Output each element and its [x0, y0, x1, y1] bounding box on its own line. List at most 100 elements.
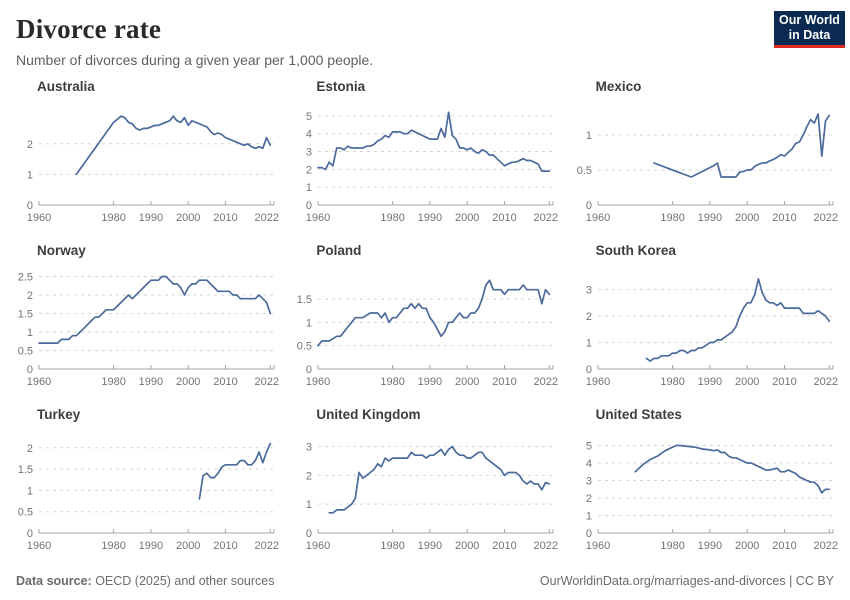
svg-text:2022: 2022: [534, 540, 558, 552]
svg-text:1: 1: [306, 317, 312, 329]
svg-text:2010: 2010: [493, 376, 517, 388]
footer: Data source: OECD (2025) and other sourc…: [16, 574, 834, 588]
svg-text:2010: 2010: [493, 540, 517, 552]
chart-title: Australia: [37, 79, 95, 94]
svg-text:4: 4: [586, 458, 592, 470]
data-line-norway: [38, 275, 272, 344]
chart-panel-mexico: Mexico 0 0.5 1 1960 1980 1990 2000 2010 2022: [563, 79, 842, 228]
svg-text:1: 1: [586, 511, 592, 523]
svg-text:1990: 1990: [418, 212, 442, 224]
chart-svg-turkey: 0 0.5 1 1.5 2 1960 1980 1990 2000 2010 2022: [18, 442, 279, 552]
svg-text:2022: 2022: [255, 212, 279, 224]
svg-text:2: 2: [306, 164, 312, 176]
svg-text:2010: 2010: [213, 212, 237, 224]
svg-text:0.5: 0.5: [18, 346, 33, 358]
svg-text:3: 3: [586, 285, 592, 297]
svg-text:1.5: 1.5: [18, 309, 33, 321]
svg-text:1980: 1980: [381, 540, 405, 552]
svg-text:2000: 2000: [735, 212, 759, 224]
chart-title: Poland: [316, 243, 362, 258]
svg-text:2010: 2010: [213, 376, 237, 388]
svg-text:2: 2: [27, 139, 33, 151]
chart-title: United States: [595, 407, 682, 422]
svg-text:2022: 2022: [813, 212, 837, 224]
chart-panel-united-kingdom: United Kingdom 0 1 2 3 1960 1980 1990 2000 2010 20…: [283, 407, 562, 556]
svg-text:1: 1: [27, 485, 33, 497]
svg-text:2010: 2010: [213, 540, 237, 552]
chart-title: United Kingdom: [316, 407, 421, 422]
chart-svg-united-kingdom: 0 1 2 3 1960 1980 1990 2000 2010 2022: [306, 442, 558, 552]
svg-text:1990: 1990: [697, 212, 721, 224]
chart-panel-australia: Australia 0 1 2 1960 1980 1990 2000 2010 2022: [4, 79, 283, 228]
svg-text:1: 1: [586, 338, 592, 350]
svg-text:2000: 2000: [176, 376, 200, 388]
svg-text:3: 3: [586, 476, 592, 488]
svg-text:0: 0: [306, 364, 312, 376]
header: Divorce rate Number of divorces during a…: [0, 0, 850, 68]
svg-text:2.5: 2.5: [18, 272, 33, 284]
svg-text:2000: 2000: [455, 212, 479, 224]
svg-text:1960: 1960: [585, 212, 609, 224]
svg-text:0.5: 0.5: [297, 341, 312, 353]
svg-text:1.5: 1.5: [18, 464, 33, 476]
svg-text:2022: 2022: [813, 540, 837, 552]
svg-text:1.5: 1.5: [297, 294, 312, 306]
svg-text:1980: 1980: [381, 376, 405, 388]
svg-text:2022: 2022: [534, 212, 558, 224]
svg-text:1990: 1990: [139, 376, 163, 388]
svg-text:1960: 1960: [585, 540, 609, 552]
svg-text:5: 5: [586, 441, 592, 453]
svg-text:3: 3: [306, 442, 312, 454]
data-line-turkey: [198, 442, 272, 500]
svg-text:0: 0: [27, 528, 33, 540]
svg-text:2022: 2022: [255, 540, 279, 552]
data-line-south-korea: [645, 278, 830, 362]
svg-text:0.5: 0.5: [18, 507, 33, 519]
chart-title: Estonia: [316, 79, 366, 94]
chart-title: Mexico: [595, 79, 642, 94]
owid-url-link[interactable]: OurWorldinData.org/marriages-and-divorce…: [539, 574, 834, 588]
svg-text:2000: 2000: [176, 540, 200, 552]
svg-text:0.5: 0.5: [576, 165, 591, 177]
data-line-united-states: [634, 444, 830, 494]
svg-text:1990: 1990: [139, 540, 163, 552]
svg-text:2010: 2010: [772, 540, 796, 552]
data-line-poland: [317, 279, 551, 347]
chart-svg-estonia: 0 1 2 3 4 5 1960 1980 1990 2000 2010 2022: [306, 111, 558, 224]
svg-text:0: 0: [586, 200, 592, 212]
svg-text:5: 5: [306, 111, 312, 123]
svg-text:2022: 2022: [813, 376, 837, 388]
chart-panel-estonia: Estonia 0 1 2 3 4 5 1960 1980 1990 2000 2010 2022: [283, 79, 562, 228]
svg-text:1960: 1960: [585, 376, 609, 388]
svg-text:0: 0: [27, 364, 33, 376]
svg-text:1990: 1990: [139, 212, 163, 224]
data-line-estonia: [317, 111, 551, 172]
owid-logo[interactable]: Our World in Data: [774, 11, 845, 48]
svg-text:1990: 1990: [697, 540, 721, 552]
chart-panel-south-korea: South Korea 0 1 2 3 1960 1980 1990 2000 2010 2022: [563, 243, 842, 392]
svg-text:1960: 1960: [27, 376, 51, 388]
data-source-note: Data source: OECD (2025) and other sourc…: [16, 574, 274, 588]
svg-text:1960: 1960: [27, 540, 51, 552]
svg-text:2: 2: [27, 443, 33, 455]
chart-svg-poland: 0 0.5 1 1.5 1960 1980 1990 2000 2010 2022: [297, 279, 558, 388]
svg-text:1990: 1990: [697, 376, 721, 388]
svg-text:0: 0: [306, 200, 312, 212]
svg-text:2: 2: [27, 290, 33, 302]
svg-text:2010: 2010: [493, 212, 517, 224]
svg-text:2000: 2000: [455, 376, 479, 388]
svg-text:1980: 1980: [381, 212, 405, 224]
svg-text:2000: 2000: [735, 376, 759, 388]
chart-svg-united-states: 0 1 2 3 4 5 1960 1980 1990 2000 2010 2022: [585, 441, 837, 553]
page-subtitle: Number of divorces during a given year p…: [16, 52, 374, 68]
svg-text:1990: 1990: [418, 376, 442, 388]
svg-text:1: 1: [27, 169, 33, 181]
svg-text:4: 4: [306, 129, 312, 141]
svg-text:1980: 1980: [660, 212, 684, 224]
svg-text:2000: 2000: [455, 540, 479, 552]
chart-title: South Korea: [595, 243, 676, 258]
chart-panel-turkey: Turkey 0 0.5 1 1.5 2 1960 1980 1990 2000 2010 2022: [4, 407, 283, 556]
svg-text:2010: 2010: [772, 212, 796, 224]
data-line-australia: [75, 115, 272, 176]
